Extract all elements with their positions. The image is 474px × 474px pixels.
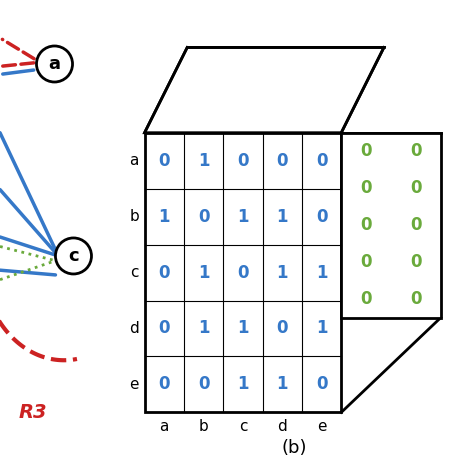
Text: 1: 1 xyxy=(237,375,249,393)
Text: 0: 0 xyxy=(276,152,288,170)
Text: (b): (b) xyxy=(281,439,307,457)
Polygon shape xyxy=(145,47,384,133)
Text: 1: 1 xyxy=(198,152,210,170)
Text: c: c xyxy=(130,265,139,280)
Text: 1: 1 xyxy=(316,264,328,282)
Circle shape xyxy=(36,46,73,82)
Text: 0: 0 xyxy=(316,152,328,170)
Text: 0: 0 xyxy=(158,152,170,170)
Text: 1: 1 xyxy=(198,319,210,337)
Bar xyxy=(341,133,441,318)
Text: b: b xyxy=(199,419,209,435)
Text: R3: R3 xyxy=(19,403,47,422)
Text: c: c xyxy=(239,419,247,435)
Text: e: e xyxy=(129,377,139,392)
Text: 1: 1 xyxy=(316,319,328,337)
Text: 1: 1 xyxy=(198,264,210,282)
Text: 0: 0 xyxy=(158,264,170,282)
Text: 0: 0 xyxy=(158,319,170,337)
Text: 0: 0 xyxy=(410,142,422,160)
Text: d: d xyxy=(129,321,139,336)
Text: a: a xyxy=(129,153,139,168)
Text: 0: 0 xyxy=(198,375,210,393)
Text: 1: 1 xyxy=(237,319,249,337)
Text: b: b xyxy=(129,209,139,224)
Text: 0: 0 xyxy=(360,253,372,271)
Text: 0: 0 xyxy=(360,216,372,234)
Text: 1: 1 xyxy=(158,208,170,226)
Text: 0: 0 xyxy=(237,152,249,170)
Text: c: c xyxy=(68,247,79,265)
Text: 0: 0 xyxy=(360,290,372,308)
Text: 0: 0 xyxy=(410,179,422,197)
Text: e: e xyxy=(317,419,327,435)
Text: 0: 0 xyxy=(410,216,422,234)
Text: 0: 0 xyxy=(410,253,422,271)
Text: d: d xyxy=(277,419,287,435)
Text: 1: 1 xyxy=(237,208,249,226)
Bar xyxy=(145,133,341,412)
Text: 1: 1 xyxy=(276,208,288,226)
Text: 0: 0 xyxy=(360,142,372,160)
Text: a: a xyxy=(160,419,169,435)
Text: 1: 1 xyxy=(276,264,288,282)
Text: 0: 0 xyxy=(276,319,288,337)
Text: 0: 0 xyxy=(316,375,328,393)
Text: 0: 0 xyxy=(198,208,210,226)
Circle shape xyxy=(55,238,91,274)
Text: 1: 1 xyxy=(276,375,288,393)
Text: 0: 0 xyxy=(360,179,372,197)
Text: 0: 0 xyxy=(237,264,249,282)
Text: 0: 0 xyxy=(316,208,328,226)
Text: 0: 0 xyxy=(158,375,170,393)
Text: a: a xyxy=(48,55,61,73)
Text: 0: 0 xyxy=(410,290,422,308)
